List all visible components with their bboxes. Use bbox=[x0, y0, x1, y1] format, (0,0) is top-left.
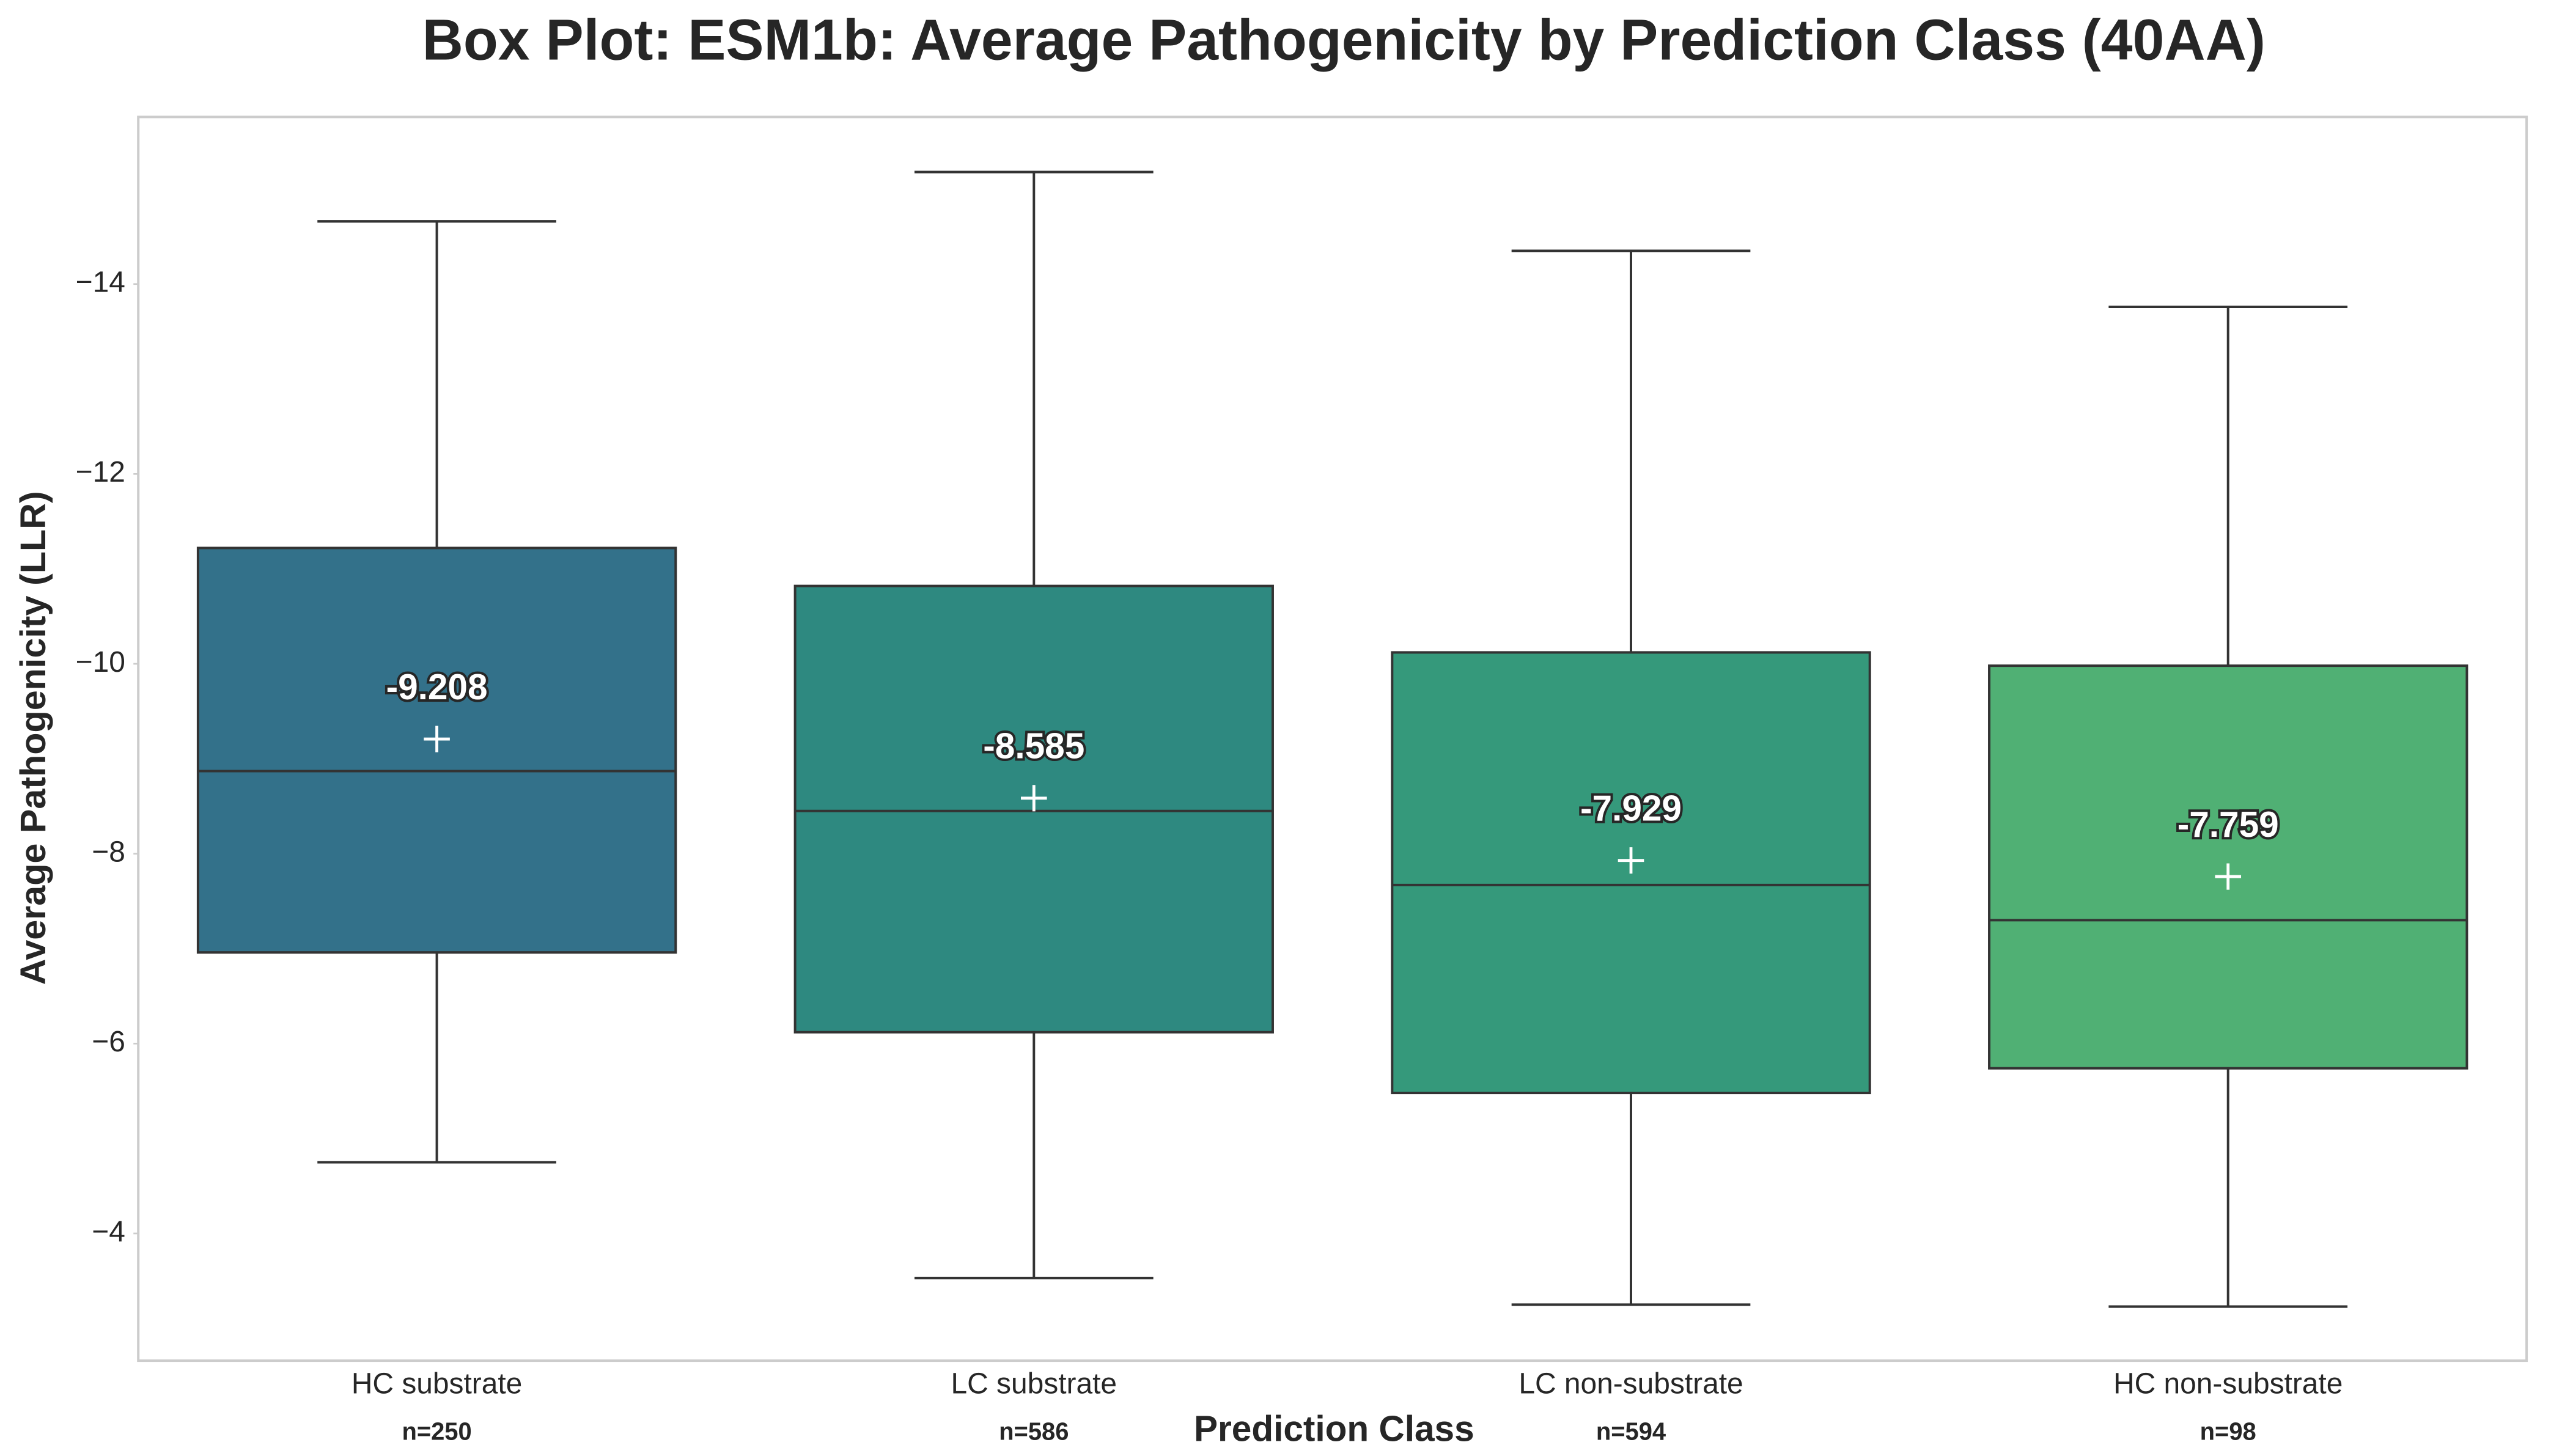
sample-size-label: n=594 bbox=[1596, 1417, 1666, 1445]
x-tick-label: LC non-substrate bbox=[1518, 1367, 1743, 1400]
sample-size-label: n=250 bbox=[402, 1417, 471, 1445]
mean-label: -7.759 bbox=[2177, 805, 2279, 845]
x-axis-label: Prediction Class bbox=[1194, 1409, 1474, 1449]
mean-label: -7.929 bbox=[1580, 789, 1682, 828]
sample-size-label: n=98 bbox=[2200, 1417, 2256, 1445]
sample-size-label: n=586 bbox=[999, 1417, 1069, 1445]
plot-frame bbox=[137, 116, 2528, 1362]
x-tick-label: HC substrate bbox=[352, 1367, 522, 1400]
mean-label: -8.585 bbox=[983, 726, 1084, 766]
y-tick-label: −8 bbox=[92, 835, 125, 868]
mean-marker bbox=[2215, 863, 2242, 890]
y-axis-label: Average Pathogenicity (LLR) bbox=[13, 491, 53, 985]
y-tick-label: −10 bbox=[76, 645, 125, 678]
y-tick-label: −14 bbox=[76, 265, 125, 298]
mean-label: -9.208 bbox=[386, 667, 488, 707]
x-tick-label: LC substrate bbox=[951, 1367, 1117, 1400]
mean-marker bbox=[424, 726, 450, 752]
x-tick-label: HC non-substrate bbox=[2113, 1367, 2343, 1400]
mean-marker bbox=[1618, 847, 1644, 874]
y-tick-label: −6 bbox=[92, 1025, 125, 1058]
y-tick-label: −12 bbox=[76, 455, 125, 488]
y-tick-label: −4 bbox=[92, 1215, 125, 1248]
chart-title: Box Plot: ESM1b: Average Pathogenicity b… bbox=[422, 7, 2266, 72]
mean-marker bbox=[1020, 785, 1047, 812]
